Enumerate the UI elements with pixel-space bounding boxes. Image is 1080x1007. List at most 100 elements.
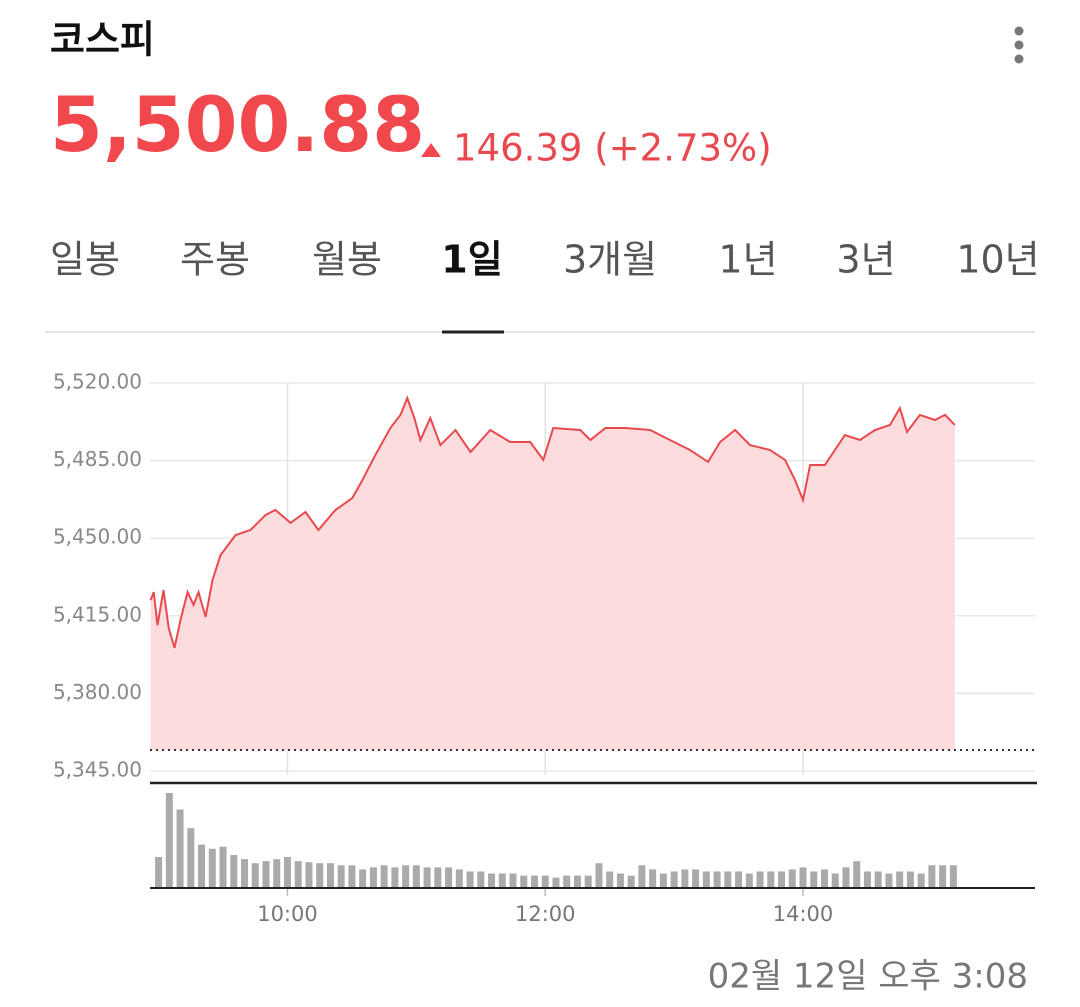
- x-tick-label: 14:00: [773, 902, 834, 926]
- volume-bar: [563, 875, 571, 888]
- volume-bar: [616, 873, 624, 888]
- volume-bar: [649, 869, 657, 888]
- volume-bar: [219, 846, 227, 888]
- volume-bar: [198, 844, 206, 888]
- y-tick-label: 5,415.00: [53, 602, 142, 626]
- volume-bar: [713, 871, 721, 888]
- volume-bar: [842, 867, 850, 888]
- tab[interactable]: 일봉: [50, 238, 120, 282]
- volume-bar: [176, 809, 184, 888]
- volume-bar: [917, 873, 925, 888]
- tab[interactable]: 10년: [956, 238, 1039, 282]
- area-fill: [150, 398, 955, 750]
- title: 코스피: [50, 18, 155, 62]
- timestamp: 02월 12일 오후 3:08: [708, 957, 1028, 997]
- volume-bar: [573, 875, 581, 888]
- volume-bar: [348, 865, 356, 888]
- volume-bar: [326, 863, 334, 888]
- x-tick-label: 10:00: [257, 902, 318, 926]
- volume-bar: [434, 867, 442, 888]
- y-tick-label: 5,380.00: [53, 680, 142, 704]
- volume-bar: [724, 871, 732, 888]
- volume-bar: [391, 867, 399, 888]
- volume-bar: [541, 875, 549, 888]
- volume-bar: [874, 871, 882, 888]
- volume-bar: [262, 861, 270, 888]
- volume-bar: [595, 863, 603, 888]
- tab-bar: 일봉 주봉 월봉 1일 3개월 1년 3년 10년: [50, 238, 1040, 282]
- volume-bar: [187, 828, 195, 888]
- volume-bar: [939, 865, 947, 888]
- volume-bar: [692, 869, 700, 888]
- tab[interactable]: 1년: [718, 238, 777, 282]
- price-line: [149, 395, 956, 649]
- volume-bar: [337, 865, 345, 888]
- volume-bar: [531, 875, 539, 888]
- volume-bar: [509, 873, 517, 888]
- volume-bar: [799, 867, 807, 888]
- volume-bar: [906, 871, 914, 888]
- volume-bar: [552, 877, 560, 888]
- volume-bar: [380, 865, 388, 888]
- volume-bar: [745, 873, 753, 888]
- volume-bar: [627, 875, 635, 888]
- volume-bar: [208, 848, 216, 888]
- volume-bar: [638, 865, 646, 888]
- menu-dot: [1014, 54, 1024, 64]
- volume-bar: [445, 867, 453, 888]
- tab[interactable]: 1일: [441, 238, 502, 282]
- volume-bar: [359, 869, 367, 888]
- volume-bar: [928, 865, 936, 888]
- y-tick-label: 5,520.00: [53, 370, 142, 394]
- volume-bar: [402, 865, 410, 888]
- volume-bar: [230, 854, 238, 888]
- volume-bar: [273, 859, 281, 888]
- volume-bar: [488, 873, 496, 888]
- volume-bar: [820, 869, 828, 888]
- menu-button[interactable]: [1014, 26, 1024, 64]
- volume-bar: [498, 873, 506, 888]
- volume-bar: [885, 873, 893, 888]
- volume-bar: [369, 867, 377, 888]
- tab[interactable]: 주봉: [180, 238, 250, 282]
- price: 5,500.88: [50, 80, 425, 169]
- menu-dot: [1014, 26, 1024, 36]
- chart: 5,345.00 5,380.00 5,415.00 5,450.00 5,485.00…: [53, 370, 1037, 926]
- volume-bar: [702, 871, 710, 888]
- volume-bar: [520, 875, 528, 888]
- volume-bar: [778, 871, 786, 888]
- volume-bar: [155, 857, 163, 888]
- volume-bar: [165, 793, 173, 888]
- tab[interactable]: 3개월: [563, 238, 657, 282]
- volume-bar: [788, 869, 796, 888]
- y-tick-label: 5,345.00: [53, 758, 142, 782]
- up-arrow: [421, 143, 441, 157]
- volume-bar: [316, 863, 324, 888]
- tab[interactable]: 월봉: [312, 238, 382, 282]
- x-tick-label: 12:00: [515, 902, 576, 926]
- volume-bar: [756, 871, 764, 888]
- volume-bar: [455, 869, 463, 888]
- y-tick-label: 5,485.00: [53, 447, 142, 471]
- volume-bar: [681, 869, 689, 888]
- volume-bar: [305, 862, 313, 888]
- volume-bar: [670, 871, 678, 888]
- volume-bar: [412, 865, 420, 888]
- volume-bar: [853, 861, 861, 888]
- price-change: 146.39 (+2.73%): [453, 127, 772, 170]
- volume-bar: [831, 873, 839, 888]
- tab[interactable]: 3년: [836, 238, 895, 282]
- volume-bar: [896, 871, 904, 888]
- volume-bar: [477, 871, 485, 888]
- volume-bar: [294, 861, 302, 888]
- volume-bar: [283, 857, 291, 888]
- volume-bar: [466, 871, 474, 888]
- volume-bar: [863, 871, 871, 888]
- volume-bar: [241, 859, 249, 888]
- y-tick-label: 5,450.00: [53, 525, 142, 549]
- volume-bar: [949, 865, 957, 888]
- volume-bar: [735, 871, 743, 888]
- volume-bar: [606, 871, 614, 888]
- menu-dot: [1014, 40, 1024, 50]
